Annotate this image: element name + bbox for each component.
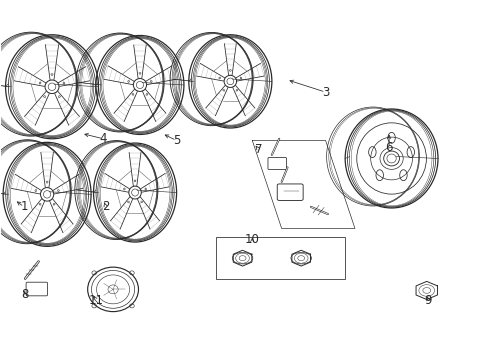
Text: 10: 10 xyxy=(245,233,260,246)
Text: 3: 3 xyxy=(322,86,329,99)
Text: 5: 5 xyxy=(173,134,180,147)
Text: 11: 11 xyxy=(89,294,103,307)
Text: 6: 6 xyxy=(386,141,393,154)
Text: 9: 9 xyxy=(424,294,432,307)
Text: 7: 7 xyxy=(255,143,263,156)
Text: 8: 8 xyxy=(22,288,29,301)
Text: 2: 2 xyxy=(102,201,109,213)
Text: 1: 1 xyxy=(21,201,28,213)
Bar xyxy=(216,237,345,279)
Text: 4: 4 xyxy=(99,132,107,145)
